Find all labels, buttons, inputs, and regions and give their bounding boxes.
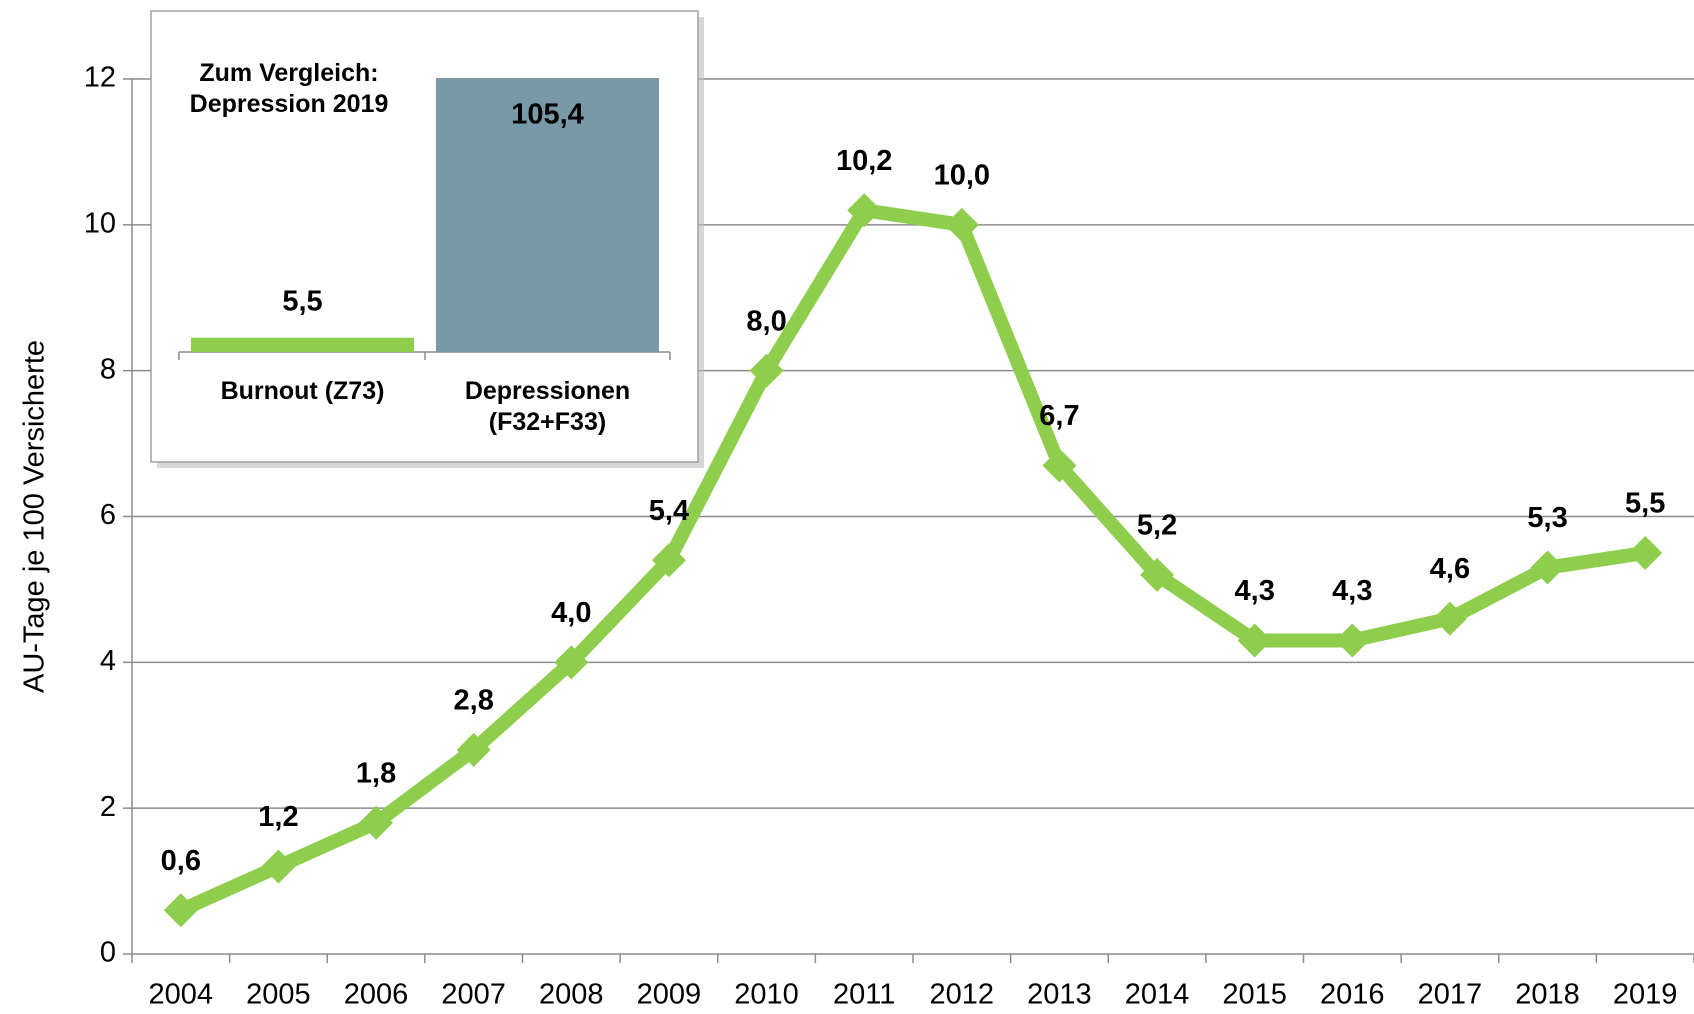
x-tick-label: 2012 <box>930 979 995 1011</box>
x-tick-label: 2009 <box>637 979 702 1011</box>
marker <box>944 207 979 242</box>
marker <box>1042 448 1077 483</box>
y-tick-label: 10 <box>84 207 116 239</box>
data-label: 4,3 <box>1235 575 1275 607</box>
x-tick-label: 2004 <box>149 979 214 1011</box>
data-label: 5,5 <box>282 285 322 317</box>
data-label: 6,7 <box>1039 400 1079 432</box>
data-label: 1,8 <box>356 757 396 789</box>
data-label: 5,3 <box>1527 502 1567 534</box>
x-tick-label: 2017 <box>1418 979 1483 1011</box>
x-tick-label: 2005 <box>246 979 311 1011</box>
y-tick-label: 2 <box>100 791 116 823</box>
y-tick-label: 4 <box>100 645 116 677</box>
y-tick-label: 0 <box>100 937 116 969</box>
marker <box>456 732 491 767</box>
line <box>177 203 1647 917</box>
y-tick-label: 12 <box>84 62 116 94</box>
marker <box>1432 601 1467 636</box>
bar <box>191 337 414 352</box>
data-label: 4,0 <box>551 597 591 629</box>
marker <box>163 893 198 928</box>
x-tick-label: Burnout (Z73) <box>220 377 385 405</box>
x-tick-label: Depressionen (F32+F33) <box>464 377 631 436</box>
y-tick-label: 6 <box>100 499 116 531</box>
marker <box>1628 535 1663 570</box>
x-tick-label: 2015 <box>1222 979 1287 1011</box>
marker <box>359 805 394 840</box>
data-label: 1,2 <box>258 801 298 833</box>
marker <box>1335 623 1370 658</box>
x-tick-label: 2010 <box>734 979 799 1011</box>
y-tick-label: 8 <box>100 353 116 385</box>
x-tick-label: 2019 <box>1613 979 1678 1011</box>
marker <box>1237 623 1272 658</box>
x-tick-label: 2016 <box>1320 979 1385 1011</box>
data-label: 4,3 <box>1332 575 1372 607</box>
data-label: 4,6 <box>1430 553 1470 585</box>
x-tick-label: 2008 <box>539 979 604 1011</box>
y-axis-label: AU-Tage je 100 Versicherte <box>19 340 51 693</box>
marker <box>261 849 296 884</box>
marker <box>651 543 686 578</box>
x-tick-label: 2006 <box>344 979 409 1011</box>
bar <box>436 78 659 352</box>
x-tick-label: 2018 <box>1515 979 1580 1011</box>
x-tick-label: 2014 <box>1125 979 1190 1011</box>
data-label: 5,2 <box>1137 509 1177 541</box>
x-tick-label: 2013 <box>1027 979 1092 1011</box>
data-label: 5,5 <box>1625 488 1665 520</box>
marker <box>847 193 882 228</box>
data-label: 2,8 <box>454 684 494 716</box>
data-label: 10,2 <box>836 145 892 177</box>
data-label: 10,0 <box>934 159 990 191</box>
x-tick-label: 2007 <box>441 979 506 1011</box>
data-label: 5,4 <box>649 495 689 527</box>
data-label: 8,0 <box>746 305 786 337</box>
x-tick-label: 2011 <box>833 979 895 1011</box>
marker <box>749 353 784 388</box>
marker <box>1140 557 1175 592</box>
marker <box>1530 550 1565 585</box>
data-label: 105,4 <box>511 99 584 131</box>
marker <box>554 645 589 680</box>
data-label: 0,6 <box>161 845 201 877</box>
inset-title: Zum Vergleich: Depression 2019 <box>189 59 389 118</box>
